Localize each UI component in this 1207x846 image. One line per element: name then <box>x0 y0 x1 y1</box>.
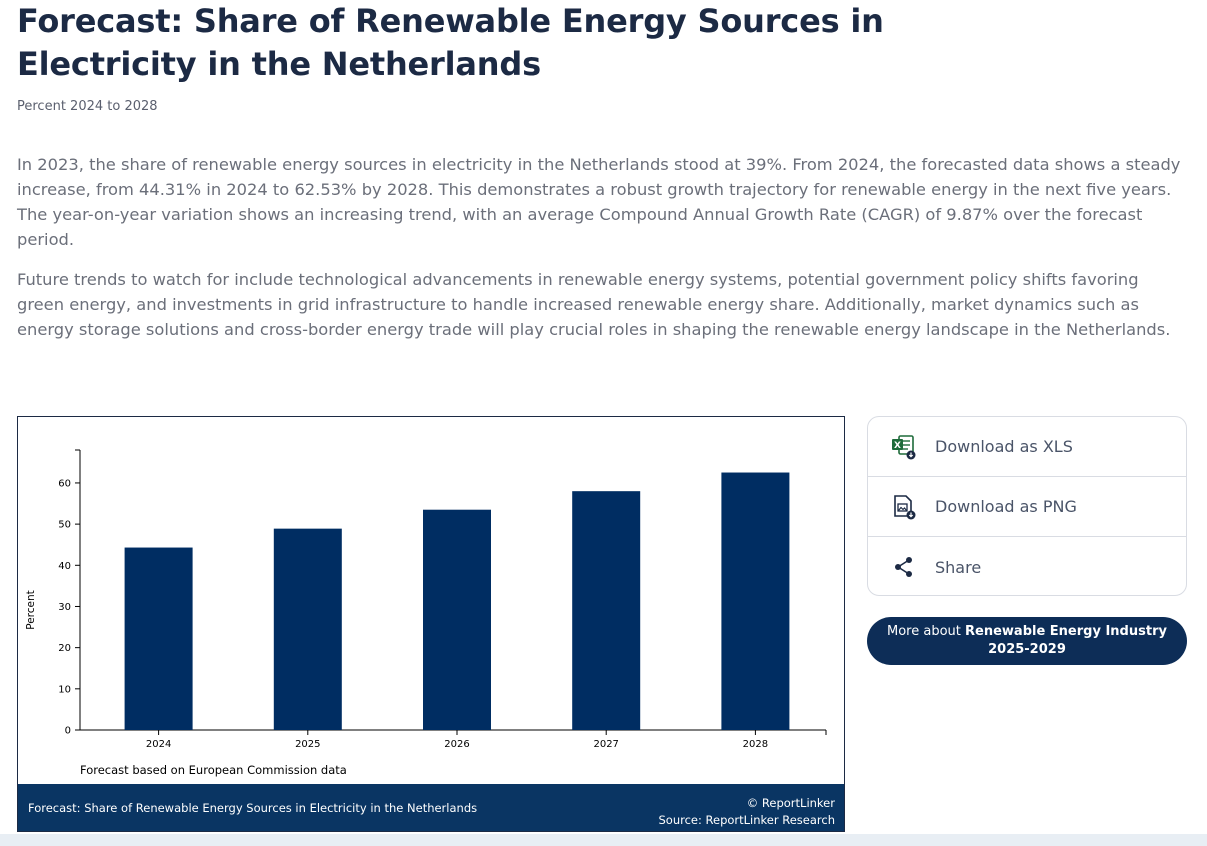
image-download-icon <box>890 493 918 521</box>
bar <box>721 472 790 730</box>
download-xls-label: Download as XLS <box>935 437 1073 456</box>
chart-note: Forecast based on European Commission da… <box>80 763 347 777</box>
bar-chart: 0 10 20 30 40 50 60 Percent 2024 2025 2026 2027 2028… <box>25 449 827 777</box>
share-label: Share <box>935 557 982 577</box>
download-xls-button[interactable]: X Download as XLS <box>868 417 1186 477</box>
chart-footer: Forecast: Share of Renewable Energy Sour… <box>18 784 844 831</box>
bar <box>572 491 641 730</box>
y-tick-label: 40 <box>58 561 71 572</box>
x-tick-label: 2028 <box>743 739 768 750</box>
x-tick-label: 2026 <box>444 739 469 750</box>
page-subtitle: Percent 2024 to 2028 <box>17 99 158 114</box>
svg-text:X: X <box>894 441 901 451</box>
download-png-label: Download as PNG <box>935 497 1077 516</box>
download-png-button[interactable]: Download as PNG <box>868 477 1186 537</box>
more-about-industry-name: Renewable Energy Industry 2025-2029 <box>965 624 1167 657</box>
excel-download-icon: X <box>890 433 918 461</box>
y-tick-label: 50 <box>58 520 71 531</box>
description-paragraph-1: In 2023, the share of renewable energy s… <box>17 155 1181 249</box>
y-tick-label: 10 <box>58 684 71 695</box>
x-tick-label: 2024 <box>146 739 171 750</box>
share-icon <box>890 553 918 581</box>
bar <box>273 528 342 730</box>
browser-bottom-strip <box>0 834 1207 846</box>
bar <box>423 509 491 730</box>
y-axis-label: Percent <box>25 590 37 630</box>
chart-footer-title: Forecast: Share of Renewable Energy Sour… <box>28 801 478 815</box>
copyright-text: © ReportLinker <box>746 796 835 810</box>
y-tick-label: 60 <box>58 478 71 489</box>
source-text: Source: ReportLinker Research <box>658 813 836 827</box>
chart-container: 0 10 20 30 40 50 60 Percent 2024 2025 2026 2027 2028… <box>17 416 845 832</box>
y-tick-label: 30 <box>58 602 71 613</box>
more-about-prefix: More about <box>887 624 966 639</box>
y-tick-label: 20 <box>58 643 71 654</box>
actions-panel: X Download as XLS Download as PNG <box>867 416 1187 596</box>
y-tick-label: 0 <box>65 726 71 737</box>
more-about-industry-button[interactable]: More about Renewable Energy Industry 202… <box>867 617 1187 665</box>
chart-footer-credits: © ReportLinker Source: ReportLinker Rese… <box>659 795 836 829</box>
description-paragraph-2: Future trends to watch for include techn… <box>17 270 1171 339</box>
page-title: Forecast: Share of Renewable Energy Sour… <box>17 2 884 83</box>
share-button[interactable]: Share <box>868 537 1186 597</box>
x-tick-label: 2025 <box>295 739 320 750</box>
x-tick-label: 2027 <box>593 739 618 750</box>
bar <box>124 547 193 730</box>
